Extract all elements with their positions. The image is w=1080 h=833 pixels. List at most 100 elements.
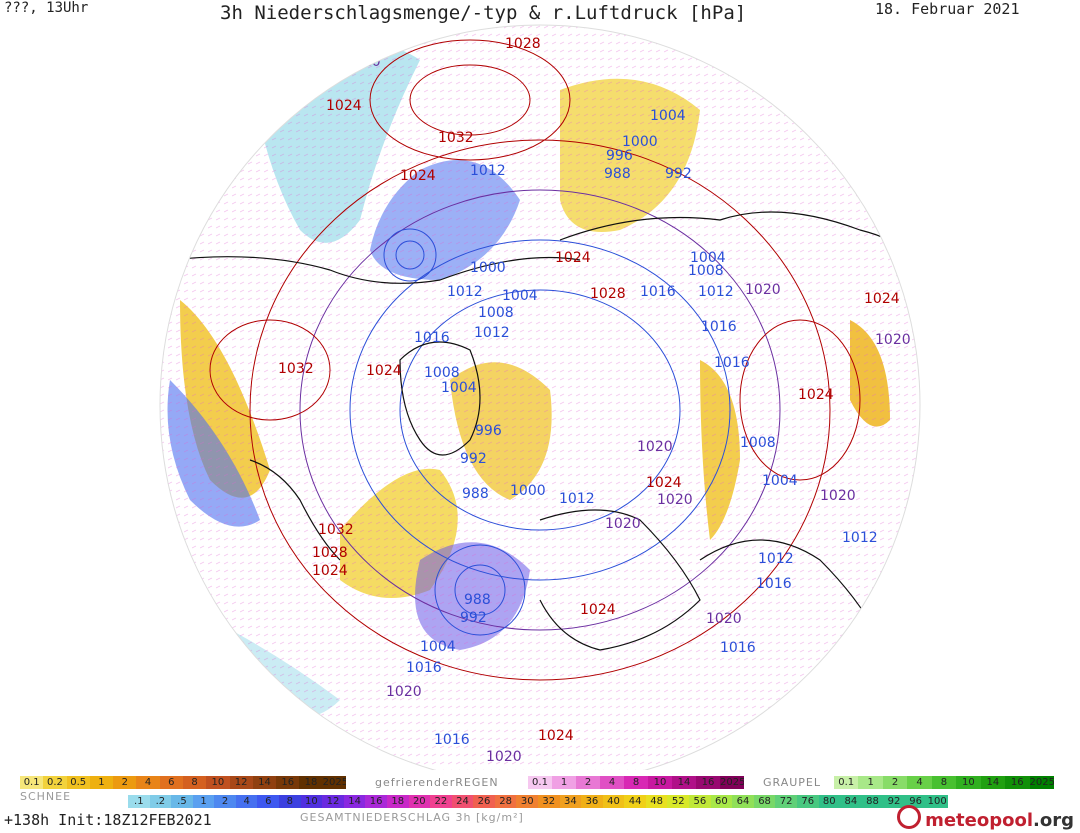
isobar-label: 1012 xyxy=(559,491,595,507)
isobar-label: 992 xyxy=(665,166,692,182)
isobar-label: 1024 xyxy=(366,363,402,379)
legend-swatch: 8 xyxy=(279,795,301,808)
legend-swatch: 2 xyxy=(576,776,600,789)
isobar-label: 1028 xyxy=(312,545,348,561)
legend-swatch: .5 xyxy=(171,795,193,808)
legend-swatch: 84 xyxy=(840,795,862,808)
legend-swatch: 64 xyxy=(732,795,754,808)
isobar-label: 1024 xyxy=(646,475,682,491)
legend-swatch: 30 xyxy=(516,795,538,808)
map-title: 3h Niederschlagsmenge/-typ & r.Luftdruck… xyxy=(220,2,747,24)
isobar-label: 1032 xyxy=(318,522,354,538)
legend-swatch: 0.2 xyxy=(43,776,67,789)
legend-swatch: 60 xyxy=(710,795,733,808)
graupel-legend-title: GRAUPEL xyxy=(763,776,822,789)
isobar-label: 1000 xyxy=(622,134,658,150)
isobar-label: 1020 xyxy=(486,749,522,765)
isobar-label: 1000 xyxy=(510,483,546,499)
legend-swatch: 100 xyxy=(926,795,948,808)
isobar-pacific-high xyxy=(409,64,531,136)
legend-swatch: 8 xyxy=(624,776,648,789)
coastline-greenland xyxy=(399,341,481,456)
isobar-label: 1016 xyxy=(756,576,792,592)
coastline-alaska xyxy=(169,256,581,284)
legend-swatch: 44 xyxy=(624,795,646,808)
legend-swatch: .2 xyxy=(149,795,172,808)
isobar-label: 996 xyxy=(475,423,502,439)
run-info: +138h Init:18Z12FEB2021 xyxy=(4,811,212,829)
isobar-label: 1020 xyxy=(875,332,911,348)
isobar-label: 1016 xyxy=(414,330,450,346)
total-precip-legend: .1.2.5 1 2 4 6 8 10 12 14 16 18 20 22 24 26 28 30 32 34 36 4… xyxy=(128,795,948,808)
isobar-label: 1024 xyxy=(680,760,716,770)
isobar-label: 988 xyxy=(604,166,631,182)
legend-swatch: 16 xyxy=(365,795,387,808)
precip-texture xyxy=(160,25,920,770)
legend-swatch: 14 xyxy=(980,776,1006,789)
isobar-label: 1016 xyxy=(714,355,750,371)
isobar-arctic xyxy=(399,289,681,531)
isobar-label: 992 xyxy=(460,610,487,626)
legend-swatch: 2025+ xyxy=(1029,776,1054,789)
precipitation-pressure-map: 1020 1028 1024 1032 1024 1012 1004 1000 996 988 99… xyxy=(159,24,921,770)
legend-swatch: 16 xyxy=(1005,776,1030,789)
isobar-label: 1004 xyxy=(762,473,798,489)
legend-swatch: 14 xyxy=(343,795,366,808)
isobar-label: 1012 xyxy=(470,163,506,179)
isobar-label: 1020 xyxy=(706,611,742,627)
legend-swatch: 18 xyxy=(386,795,409,808)
isobar-label: 1020 xyxy=(745,282,781,298)
isobar-label: 1008 xyxy=(688,263,724,279)
isobar-label: 1020 xyxy=(820,488,856,504)
isobar-bering-low xyxy=(383,228,437,282)
isobar-label: 1016 xyxy=(406,660,442,676)
isobar-label: 1008 xyxy=(740,435,776,451)
isobar-label: 1016 xyxy=(434,732,470,748)
legend-swatch: 80 xyxy=(818,795,841,808)
brand-logo-icon xyxy=(897,805,922,829)
isobar-labels: 1020 1028 1024 1032 1024 1012 1004 1000 996 988 99… xyxy=(278,36,911,770)
legend-swatch: 92 xyxy=(883,795,905,808)
coastline-north-america xyxy=(249,459,341,561)
legend-swatch: 4 xyxy=(907,776,932,789)
legend-swatch: 8 xyxy=(931,776,957,789)
isobar-label: 988 xyxy=(464,592,491,608)
isobar-label: 1008 xyxy=(424,365,460,381)
legend-swatch: 1 xyxy=(192,795,215,808)
legend-swatch: 88 xyxy=(861,795,884,808)
isobar-label: 1016 xyxy=(701,319,737,335)
legend-swatch: 18 xyxy=(299,776,323,789)
legend-swatch: 14 xyxy=(672,776,696,789)
legend-swatch: 16 xyxy=(276,776,300,789)
isobar-label: 1020 xyxy=(386,684,422,700)
isobar-arctic xyxy=(349,239,731,581)
isobar-label: 1024 xyxy=(312,563,348,579)
legend-swatch: 26 xyxy=(473,795,495,808)
legend-swatch: 0.1 xyxy=(528,776,552,789)
legend-swatch: 12 xyxy=(229,776,253,789)
isobar-label: 1012 xyxy=(447,284,483,300)
isobar-label: 1024 xyxy=(798,387,834,403)
legend-swatch: 28 xyxy=(494,795,517,808)
isobar-label: 988 xyxy=(462,486,489,502)
snow-legend-title: SCHNEE xyxy=(20,790,72,803)
legend-swatch: 2 xyxy=(214,795,236,808)
isobar-label: 1024 xyxy=(580,602,616,618)
isobar-arctic xyxy=(249,139,831,681)
legend-swatch: 2025+ xyxy=(322,776,346,789)
coastline-europe xyxy=(539,509,701,651)
isobar-label: 1016 xyxy=(720,640,756,656)
isobar-asia-high xyxy=(739,319,861,481)
isobar-label: 1012 xyxy=(474,325,510,341)
legend-swatch: .1 xyxy=(128,795,150,808)
brand-tld: .org xyxy=(1033,810,1074,831)
legend-swatch: 16 xyxy=(696,776,720,789)
isobar-label: 1032 xyxy=(278,361,314,377)
map-date: 18. Februar 2021 xyxy=(875,0,1020,18)
legend-swatch: 0.1 xyxy=(834,776,859,789)
map-border xyxy=(159,24,921,770)
legend-swatch: 4 xyxy=(600,776,624,789)
legend-swatch: 24 xyxy=(451,795,474,808)
isobar-label: 1024 xyxy=(555,250,591,266)
